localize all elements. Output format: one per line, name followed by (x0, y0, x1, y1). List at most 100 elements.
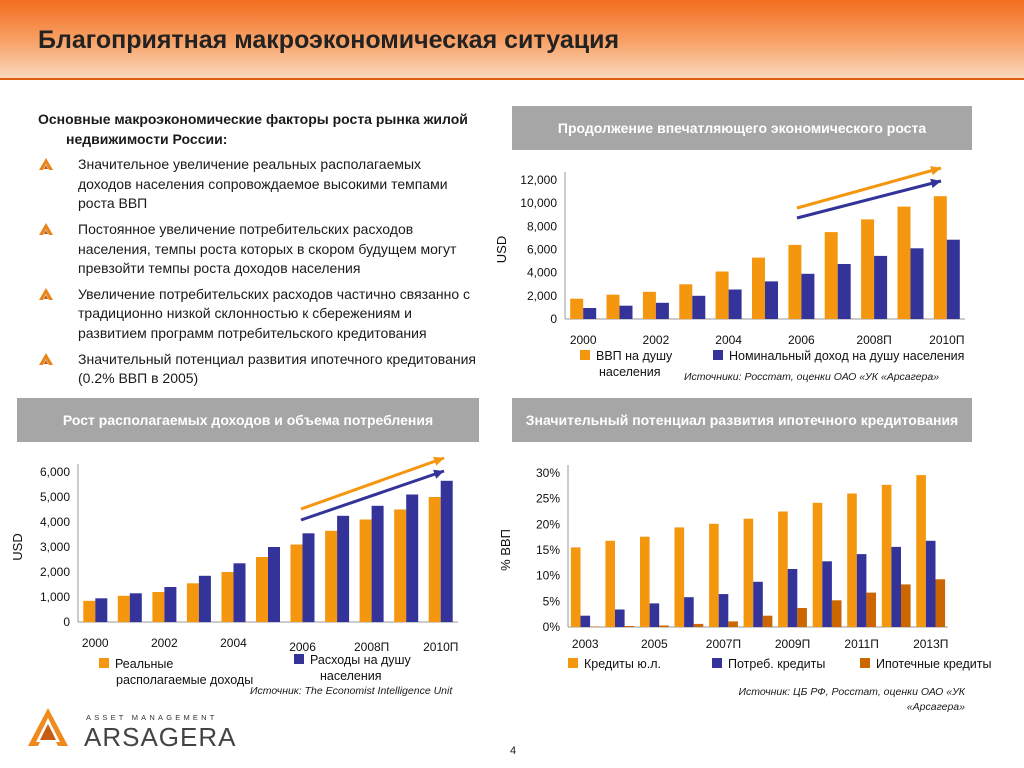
x-tick-label: 2008П (354, 640, 389, 654)
source-credit: Источник: ЦБ РФ, Росстат, оценки ОАО «УК… (738, 686, 965, 713)
bar (788, 244, 802, 319)
bar (837, 264, 851, 319)
bar (290, 544, 303, 622)
bullet-text: Значительный потенциал развития ипотечно… (78, 350, 476, 387)
bar (659, 625, 669, 627)
y-tick-label: 5,000 (40, 490, 70, 504)
legend-swatch (713, 350, 723, 360)
arrow-head-icon (930, 178, 941, 189)
y-tick-label: 4,000 (40, 515, 70, 529)
legend-label: ВВП на душу населения (596, 349, 673, 379)
bullet-item: Значительное увеличение реальных распола… (38, 155, 478, 214)
bar (728, 621, 738, 627)
arsagera-logo-icon (28, 708, 68, 746)
bar (797, 608, 807, 627)
bar (233, 563, 246, 623)
bar (406, 494, 419, 622)
header-bar (0, 0, 1024, 80)
trend-arrow (796, 179, 942, 220)
y-tick-label: 6,000 (40, 465, 70, 479)
bar (606, 294, 620, 319)
bar (897, 206, 911, 319)
y-tick-label: 4,000 (527, 266, 557, 280)
source-growth: Источники: Росстат, оценки ОАО «УК «Арса… (684, 371, 940, 383)
bar (570, 298, 584, 319)
bar (881, 484, 892, 627)
logo-name: ARSAGERA (84, 722, 237, 752)
y-tick-label: 0 (550, 312, 557, 326)
bar (428, 497, 441, 622)
bar (933, 196, 947, 319)
bullet-triangle-icon (39, 352, 53, 365)
arrow-head-icon (930, 166, 941, 176)
legend-label: Расходы на душу населения (310, 653, 412, 683)
y-axis-label: USD (494, 236, 509, 263)
panel-header-mortgage: Значительный потенциал развития ипотечно… (512, 398, 972, 442)
x-tick-label: 2006 (289, 640, 316, 654)
bar (831, 600, 842, 627)
trend-arrow (300, 469, 445, 522)
bar (753, 581, 763, 627)
x-tick-label: 2003 (572, 637, 599, 651)
bullet-text: Увеличение потребительских расходов част… (78, 285, 470, 341)
trend-arrow (300, 456, 445, 511)
page-number: 4 (510, 745, 517, 757)
legend-swatch (580, 350, 590, 360)
bullet-triangle-icon (39, 158, 53, 171)
bar (642, 291, 656, 319)
legend-label: Потреб. кредиты (728, 657, 825, 671)
bar (371, 505, 384, 623)
bar (693, 623, 704, 627)
bullet-item: Увеличение потребительских расходов част… (38, 285, 478, 344)
bar (812, 502, 823, 627)
y-axis-label: % ВВП (498, 529, 513, 571)
bar (186, 583, 199, 623)
legend-swatch (99, 658, 109, 668)
bar (901, 584, 911, 627)
x-tick-label: 2002 (151, 636, 178, 650)
y-tick-label: 6,000 (527, 243, 557, 257)
x-tick-label: 2007П (706, 637, 741, 651)
bar (655, 302, 669, 319)
x-tick-label: 2004 (715, 333, 742, 347)
bar (925, 540, 936, 627)
legend-label: Номинальный доход на душу населения (729, 349, 964, 363)
bar (152, 592, 165, 622)
bar (605, 540, 615, 627)
legend-swatch (568, 658, 578, 668)
bullet-intro: Основные макроэкономические факторы рост… (38, 111, 468, 147)
bar (709, 523, 719, 627)
bar (129, 593, 142, 623)
logo-tagline: ASSET MANAGEMENT (86, 713, 218, 722)
bar (787, 569, 798, 627)
trend-arrow (796, 166, 942, 210)
bar (256, 557, 268, 622)
legend-swatch (860, 658, 870, 668)
bullet-triangle-icon (39, 222, 53, 235)
bar (728, 289, 742, 319)
bar (824, 232, 838, 319)
bullet-text: Постоянное увеличение потребительских ра… (78, 220, 457, 277)
x-tick-label: 2009П (775, 637, 810, 651)
bar (861, 219, 875, 319)
bar (302, 533, 315, 623)
bar (718, 594, 729, 627)
y-tick-label: 8,000 (527, 219, 557, 233)
bar (619, 305, 633, 319)
bar (359, 519, 372, 622)
x-tick-label: 2006 (788, 333, 815, 347)
bar (674, 527, 685, 627)
bar (866, 592, 876, 627)
y-tick-label: 10,000 (520, 196, 557, 210)
arrow-head-icon (433, 469, 444, 479)
legend-label: Ипотечные кредиты (876, 657, 991, 671)
bar (752, 257, 765, 319)
bar (847, 493, 857, 627)
bar (164, 587, 177, 622)
bar (440, 480, 453, 623)
bar (874, 255, 888, 319)
bar (117, 595, 130, 623)
x-tick-label: 2000 (570, 333, 597, 347)
credit-chart: 30% 25% 20% 15% 10% 5% 0% % ВВП 2003 2005 2007П 200… (498, 465, 991, 671)
